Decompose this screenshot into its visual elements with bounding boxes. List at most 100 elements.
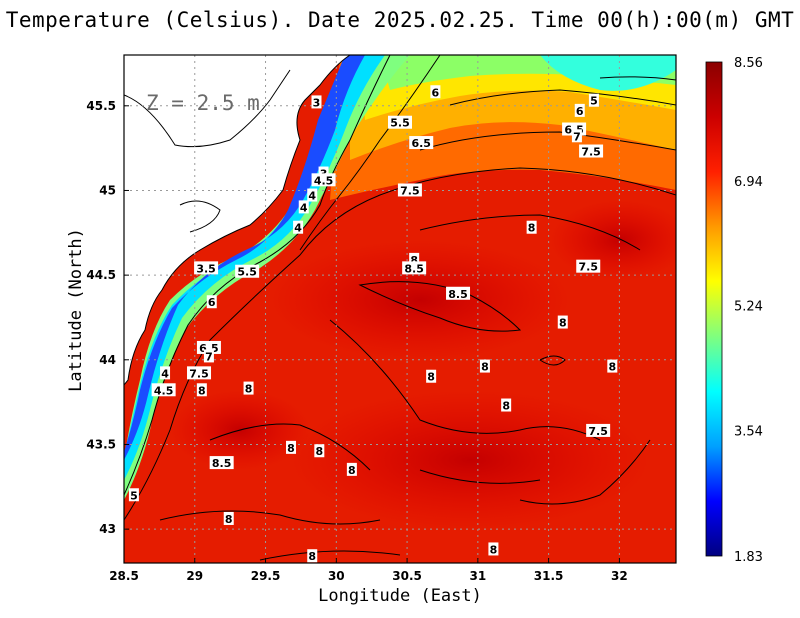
contour-label-bg (501, 398, 512, 412)
contour-label: 8 (243, 381, 254, 396)
contour-label: 8.5 (209, 456, 234, 470)
contour-label: 7 (571, 129, 582, 143)
contour-label: 8 (307, 549, 318, 563)
x-tick-label: 32 (611, 569, 628, 583)
contour-label-text: 8 (198, 384, 206, 397)
x-tick-label: 28.5 (109, 569, 139, 583)
contour-label-bg (586, 423, 611, 437)
contour-label-bg (397, 183, 422, 197)
contour-label-text: 8.5 (448, 288, 468, 301)
contour-label: 8 (607, 359, 618, 374)
colorbar-tick-label: 3.54 (734, 424, 763, 439)
contour-label-text: 8 (490, 543, 498, 556)
contour-label-text: 6 (576, 105, 584, 118)
contour-label: 7.5 (579, 144, 604, 159)
contour-label-text: 7 (205, 350, 213, 363)
contour-label-bg (576, 259, 601, 273)
contour-label-bg (579, 144, 604, 158)
contour-label: 8 (501, 398, 512, 413)
contour-label-text: 8 (315, 445, 323, 458)
plot-frame (123, 54, 677, 564)
contour-label: 8 (223, 511, 234, 526)
contour-label-text: 7.5 (578, 261, 598, 274)
contour-label-text: 8 (308, 550, 316, 563)
contour-label-text: 4.5 (314, 174, 334, 187)
y-tick-label: 43.5 (86, 437, 116, 451)
contour-label: 4 (293, 220, 304, 235)
contour-label-bg (196, 383, 207, 397)
contour-label-bg (430, 85, 441, 99)
contour-label-bg (235, 264, 260, 278)
contour-label-bg (409, 252, 420, 266)
contour-label-text: 4 (161, 367, 169, 380)
contour-label-bg (571, 129, 582, 143)
contour-label: 3.5 (194, 261, 219, 275)
contour-label: 8.5 (446, 286, 471, 301)
contour-label-bg (203, 349, 214, 363)
contour-label: 4.5 (311, 173, 336, 187)
y-tick-label: 44 (99, 353, 116, 367)
contour-label-text: 4 (308, 190, 316, 203)
contour-label-bg (607, 359, 618, 373)
x-axis-label: Longitude (East) (318, 586, 482, 606)
contour-label-bg (307, 188, 318, 202)
contour-label-text: 7 (573, 130, 581, 143)
contour-label: 8 (488, 542, 499, 556)
contour-label-text: 8 (287, 442, 295, 455)
contour-label: 8 (526, 220, 537, 235)
contour-label-bg (151, 383, 176, 397)
y-tick-label: 43 (99, 522, 116, 536)
contour-label-bg (479, 359, 490, 373)
contour-label-bg (318, 166, 329, 180)
contour-label-text: 3 (313, 96, 321, 109)
contour-label-bg (243, 381, 254, 395)
contour-label-text: 8 (608, 361, 616, 374)
x-tick-label: 31.5 (534, 569, 564, 583)
contour-label-bg (402, 261, 427, 275)
contour-label-text: 8 (502, 400, 510, 413)
contour-label-text: 6 (432, 86, 440, 99)
contour-label-text: 6 (208, 296, 216, 309)
contour-label: 8 (314, 444, 325, 458)
contour-label: 7.5 (397, 183, 422, 197)
contour-label-bg (557, 315, 568, 329)
contour-label-text: 3.5 (196, 262, 216, 275)
x-tick-label: 30 (328, 569, 345, 583)
contour-label: 8 (479, 359, 490, 374)
contour-label: 6 (430, 85, 441, 99)
depth-label: Z = 2.5 m (146, 91, 260, 115)
contour-label: 8 (426, 369, 437, 384)
contour-label-bg (206, 295, 217, 309)
y-tick-label: 45 (99, 183, 116, 197)
contour-label: 8.5 (402, 261, 427, 275)
contour-label: 8 (557, 315, 568, 330)
contour-label-bg (314, 444, 325, 458)
contour-label: 5.5 (235, 264, 260, 279)
contour-label-bg (388, 115, 412, 129)
contour-lines (124, 55, 676, 561)
contour-label-bg (574, 103, 585, 117)
contour-label: 6 (574, 103, 585, 118)
y-tick-label: 45.5 (86, 99, 116, 113)
contour-label-text: 7.5 (588, 425, 608, 438)
colorbar-tick-label: 6.94 (734, 175, 763, 190)
contour-label-bg (209, 456, 234, 470)
axis-ticks: 28.5 29 29.5 30 30.5 31 31.5 324343.54444.54545… (86, 99, 627, 583)
contour-label-text: 4 (294, 222, 302, 235)
contour-label-bg (187, 366, 212, 380)
contour-label-text: 8 (559, 317, 567, 330)
temperature-field (124, 55, 676, 563)
contour-label-text: 5.5 (237, 266, 257, 279)
contour-label: 4.5 (151, 383, 176, 397)
contour-label: 4 (298, 200, 309, 214)
contour-label-text: 8 (410, 254, 418, 267)
contour-label: 8 (286, 440, 297, 455)
contour-label: 8 (196, 383, 207, 397)
contour-label-bg (307, 549, 318, 563)
contour-label: 5 (128, 488, 139, 502)
contour-label: 5 (588, 93, 599, 108)
contour-label-text: 8 (348, 464, 356, 477)
contour-label-bg (311, 173, 336, 187)
contour-label-bg (194, 261, 219, 275)
